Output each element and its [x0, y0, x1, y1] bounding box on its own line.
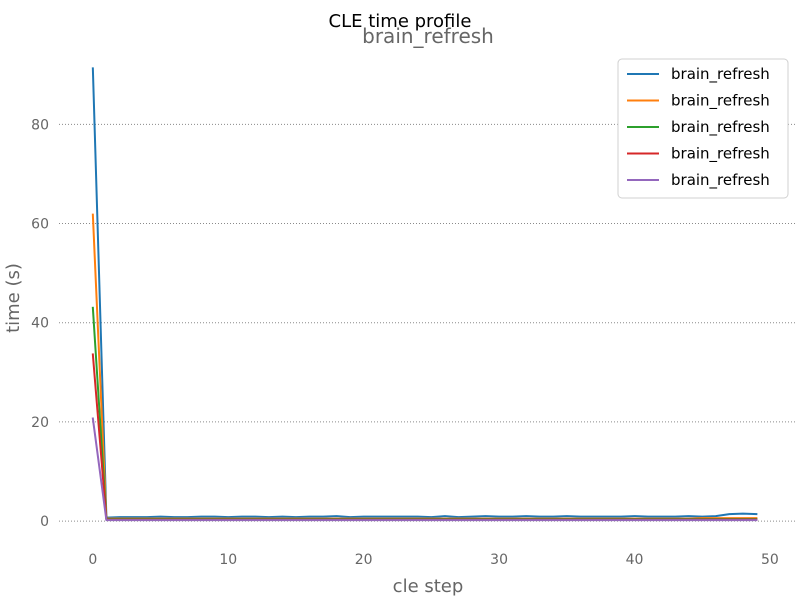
legend: brain_refreshbrain_refreshbrain_refreshb… — [617, 58, 789, 199]
y-tick-label: 0 — [40, 514, 49, 530]
series-line-5 — [91, 417, 758, 522]
series-line-1 — [91, 67, 758, 519]
y-tick-labels: 0 20 40 60 80 — [31, 117, 49, 530]
y-axis-label: time (s) — [3, 263, 24, 333]
x-axis-label: cle step — [393, 576, 464, 597]
x-tick-label: 0 — [88, 552, 97, 568]
x-tick-label: 30 — [490, 552, 508, 568]
legend-label: brain_refresh — [671, 65, 770, 84]
chart-suptitle: CLE time profile — [329, 11, 472, 32]
x-tick-label: 10 — [219, 552, 237, 568]
series-lines — [91, 67, 758, 522]
legend-label: brain_refresh — [671, 92, 770, 111]
y-tick-label: 60 — [31, 217, 49, 233]
y-tick-label: 20 — [31, 415, 49, 431]
x-tick-label: 40 — [626, 552, 644, 568]
series-line-4 — [91, 353, 758, 521]
legend-label: brain_refresh — [671, 145, 770, 164]
legend-label: brain_refresh — [671, 118, 770, 137]
x-tick-label: 20 — [355, 552, 373, 568]
y-tick-label: 40 — [31, 316, 49, 332]
series-line-2 — [91, 213, 758, 520]
y-tick-label: 80 — [31, 117, 49, 133]
x-tick-label: 50 — [761, 552, 779, 568]
legend-label: brain_refresh — [671, 171, 770, 190]
chart-title: brain_refresh — [362, 24, 494, 48]
series-line-3 — [91, 306, 758, 521]
legend-box — [617, 58, 789, 199]
x-tick-labels: 0 10 20 30 40 50 — [88, 552, 778, 568]
